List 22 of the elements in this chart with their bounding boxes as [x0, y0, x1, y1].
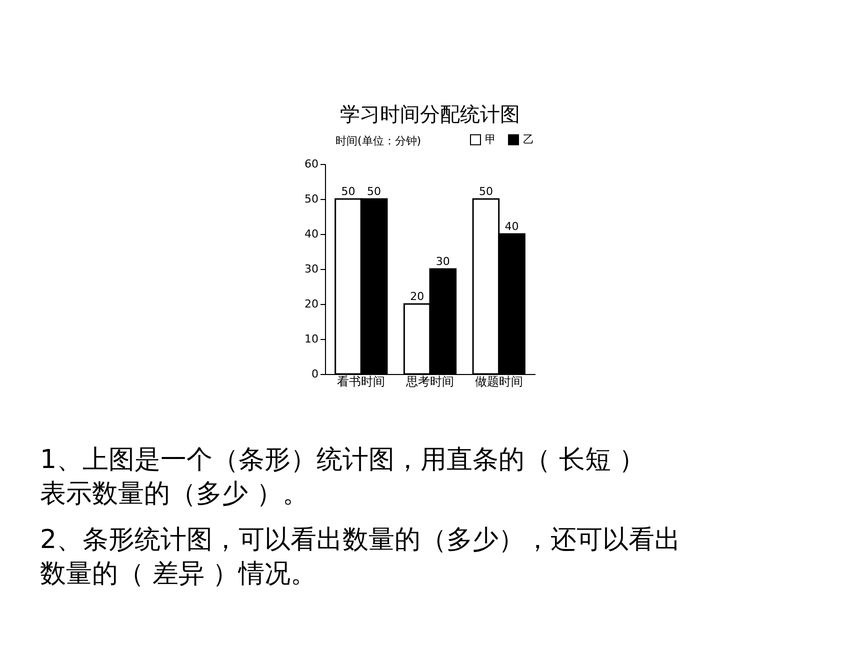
- legend-label: 甲: [485, 132, 496, 146]
- y-tick-label: 30: [304, 262, 318, 276]
- y-tick-label: 40: [304, 228, 318, 240]
- data-label: 30: [436, 255, 450, 268]
- y-tick-label: 0: [312, 368, 318, 380]
- x-tick-label: 思考时间: [405, 374, 454, 388]
- y-tick-label: 50: [304, 192, 318, 206]
- y-tick-label: 10: [304, 332, 318, 346]
- y-tick-label: 60: [304, 158, 318, 170]
- text: 1、上图是一个（条形）统计图，用直条的（ 长短 ）表示数量的（多少 ）。: [40, 445, 646, 509]
- text: 2、条形统计图，可以看出数量的（多少），还可以看出数量的（ 差异 ）情况。: [40, 525, 681, 589]
- data-label: 50: [341, 185, 356, 198]
- y-tick-label: 20: [304, 298, 318, 310]
- data-label: 20: [410, 290, 424, 303]
- x-tick-label: 做题时间: [474, 374, 523, 388]
- x-tick-label: 看书时间: [337, 374, 386, 388]
- data-label: 50: [367, 185, 382, 198]
- data-label: 40: [504, 220, 519, 233]
- y-axis-title: 时间(单位：分钟): [336, 134, 422, 148]
- chart-title: 学习时间分配统计图: [340, 102, 520, 126]
- data-label: 50: [478, 185, 493, 198]
- legend-label: 乙: [523, 132, 534, 146]
